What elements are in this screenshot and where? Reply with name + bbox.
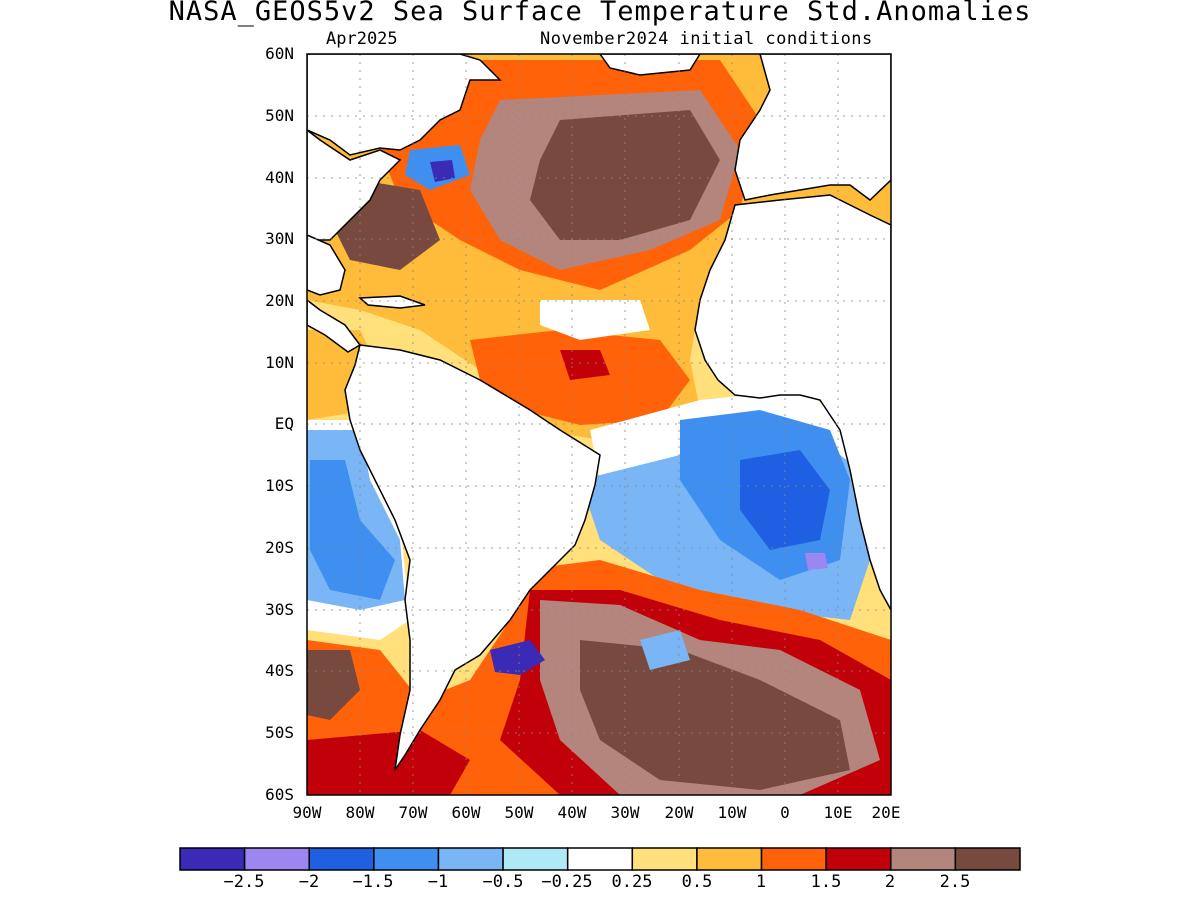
grid-lines bbox=[307, 54, 891, 795]
forecast-month: Apr2025 bbox=[326, 29, 398, 49]
lon-label-10e: 10E bbox=[823, 803, 853, 822]
north-america-east-coast bbox=[307, 129, 402, 241]
colorbar-swatch bbox=[825, 847, 892, 871]
greenland-iceland-land bbox=[599, 54, 701, 76]
lat-label-10n: 10N bbox=[265, 353, 294, 372]
lon-label-40w: 40W bbox=[557, 803, 587, 822]
anomaly-region-south-atlantic-violet bbox=[805, 553, 828, 570]
colorbar-swatch bbox=[437, 847, 504, 871]
colorbar-swatch bbox=[502, 847, 569, 871]
lon-label-50w: 50W bbox=[504, 803, 534, 822]
lat-label-20s: 20S bbox=[265, 538, 294, 557]
anomaly-region-south-darkbrown bbox=[580, 640, 850, 790]
plot-frame bbox=[306, 53, 892, 796]
anomaly-region-south-atlantic-deepblue bbox=[740, 450, 830, 550]
lon-label-20e: 20E bbox=[871, 803, 901, 822]
lat-label-50s: 50S bbox=[265, 723, 294, 742]
cuba-land bbox=[358, 295, 426, 309]
map-title: NASA_GEOS5v2 Sea Surface Temperature Std… bbox=[168, 0, 1032, 27]
anomaly-region-mid-atlantic-white bbox=[540, 300, 650, 340]
colorbar-swatch bbox=[954, 847, 1021, 871]
anomaly-region-nw-darkblue bbox=[430, 160, 455, 182]
lon-label-80w: 80W bbox=[345, 803, 375, 822]
north-america-land bbox=[307, 54, 502, 156]
africa-land bbox=[694, 194, 891, 611]
colorbar-label: 2 bbox=[884, 872, 896, 892]
europe-land bbox=[734, 54, 891, 201]
lon-label-20w: 20W bbox=[664, 803, 694, 822]
colorbar-label: 1.5 bbox=[810, 872, 842, 892]
colorbar-swatch bbox=[760, 847, 827, 871]
lon-label-60w: 60W bbox=[451, 803, 481, 822]
florida-gulf-land bbox=[307, 234, 346, 296]
south-america-land bbox=[344, 344, 601, 771]
lat-label-40s: 40S bbox=[265, 661, 294, 680]
lat-label-50n: 50N bbox=[265, 106, 294, 125]
lat-label-eq: EQ bbox=[274, 414, 294, 433]
colorbar-label: 0.25 bbox=[611, 872, 653, 892]
lon-label-0: 0 bbox=[780, 803, 790, 822]
lat-label-60n: 60N bbox=[265, 44, 294, 63]
colorbar-swatch bbox=[373, 847, 440, 871]
lon-label-90w: 90W bbox=[292, 803, 322, 822]
colorbar-swatch bbox=[696, 847, 763, 871]
lat-label-30s: 30S bbox=[265, 600, 294, 619]
lat-label-20n: 20N bbox=[265, 291, 294, 310]
anomaly-region-sw-pacific-brown bbox=[307, 650, 360, 720]
colorbar-swatch bbox=[179, 847, 246, 871]
anomaly-region-south-lightblue-patch bbox=[640, 630, 690, 670]
colorbar-label: −1.5 bbox=[352, 872, 394, 892]
colorbar-label: −0.25 bbox=[541, 872, 593, 892]
colorbar-label: −1 bbox=[427, 872, 449, 892]
lat-label-10s: 10S bbox=[265, 476, 294, 495]
colorbar-label: 0.5 bbox=[681, 872, 713, 892]
lat-label-60s: 60S bbox=[265, 785, 294, 804]
lat-label-40n: 40N bbox=[265, 168, 294, 187]
initial-conditions-label: November2024 initial conditions bbox=[540, 29, 873, 49]
colorbar-label: −2.5 bbox=[223, 872, 265, 892]
colorbar bbox=[179, 847, 1021, 871]
colorbar-label: 2.5 bbox=[939, 872, 971, 892]
anomaly-region-brazil-current-darkblue bbox=[490, 640, 545, 675]
colorbar-swatch bbox=[631, 847, 698, 871]
lon-label-10w: 10W bbox=[717, 803, 747, 822]
lon-label-70w: 70W bbox=[398, 803, 428, 822]
lat-label-30n: 30N bbox=[265, 229, 294, 248]
colorbar-swatch bbox=[243, 847, 310, 871]
anomaly-region-drake-passage bbox=[307, 730, 470, 795]
anomaly-region-east-pacific-blue bbox=[310, 460, 395, 600]
anomaly-region-tropical-north-red bbox=[560, 350, 610, 380]
colorbar-label: 1 bbox=[755, 872, 767, 892]
colorbar-label: −0.5 bbox=[482, 872, 524, 892]
colorbar-swatch bbox=[308, 847, 375, 871]
central-america-land bbox=[307, 299, 362, 353]
colorbar-swatch bbox=[890, 847, 957, 871]
colorbar-label: −2 bbox=[298, 872, 320, 892]
lon-label-30w: 30W bbox=[610, 803, 640, 822]
colorbar-swatch bbox=[566, 847, 634, 871]
